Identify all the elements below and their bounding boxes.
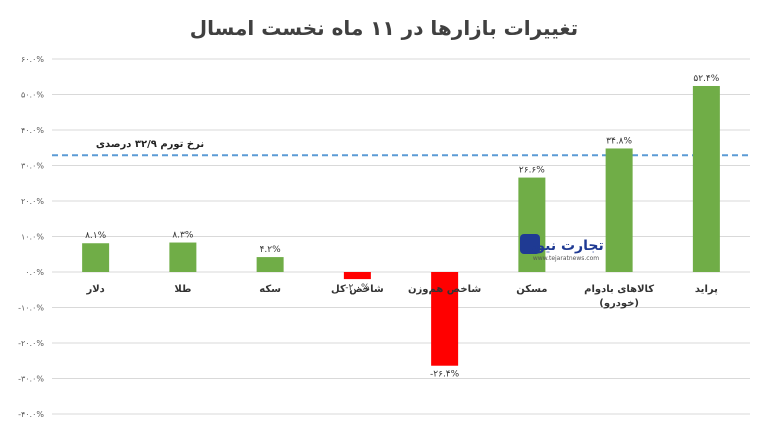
bar <box>256 257 284 272</box>
value-label: ۴.۲% <box>260 245 282 255</box>
value-labels: ۸.۱% ۸.۳% ۴.۲% -۲.۰% -۲۶.۴% ۲۶.۶% ۳۴.۸% ۵۲.۴% <box>85 74 720 380</box>
grid-lines <box>52 58 750 415</box>
value-label: -۲.۰% <box>345 283 370 293</box>
y-tick-label: -۳۰.۰% <box>18 375 44 384</box>
y-tick-label: ۲۰.۰% <box>21 197 44 206</box>
watermark-url: www.tejaratnews.com <box>533 255 599 262</box>
y-axis-ticks: ۶۰.۰% ۵۰.۰% ۴۰.۰% ۳۰.۰% ۲۰.۰% ۱۰.۰% ۰.۰% -۱۰.۰%… <box>18 55 44 419</box>
category-label: سکه <box>259 284 281 295</box>
inflation-reference: نرخ تورم ۳۲/۹ درصدی <box>52 139 750 157</box>
bar <box>605 148 633 272</box>
y-tick-label: ۵۰.۰% <box>21 91 44 100</box>
y-tick-label: ۴۰.۰% <box>21 126 44 135</box>
y-tick-label: -۱۰.۰% <box>18 304 44 313</box>
category-label: (خودرو) <box>599 298 639 309</box>
value-label: ۳۴.۸% <box>606 136 632 146</box>
category-label: شاخص هم‌وزن <box>408 284 481 295</box>
y-tick-label: -۲۰.۰% <box>18 339 44 348</box>
bars <box>82 85 720 366</box>
y-tick-label: ۶۰.۰% <box>21 55 44 64</box>
inflation-reference-label: نرخ تورم ۳۲/۹ درصدی <box>96 139 204 150</box>
category-label: طلا <box>174 284 191 295</box>
y-tick-label: ۳۰.۰% <box>21 162 44 171</box>
y-tick-label: ۰.۰% <box>25 268 44 277</box>
bar <box>431 272 459 366</box>
y-tick-label: -۴۰.۰% <box>18 410 44 419</box>
category-label: شاخص کل <box>331 284 384 295</box>
category-label: کالاهای بادوام <box>584 284 654 295</box>
value-label: ۲۶.۶% <box>519 166 545 176</box>
category-label: مسکن <box>516 284 547 295</box>
category-label: دلار <box>85 284 104 295</box>
value-label: ۸.۱% <box>85 231 107 241</box>
watermark-logo: تجارت نیوز www.tejaratnews.com <box>520 234 604 262</box>
category-labels: دلار طلا سکه شاخص کل شاخص هم‌وزن مسکن کالاهای … <box>85 284 718 309</box>
category-label: پراید <box>695 284 718 295</box>
y-tick-label: ۱۰.۰% <box>21 233 44 242</box>
bar <box>518 177 546 272</box>
chart-title: تغییرات بازارها در ۱۱ ماه نخست امسال <box>190 16 578 40</box>
bar <box>82 243 110 272</box>
value-label: -۲۶.۴% <box>430 370 460 380</box>
watermark-brand: تجارت نیوز <box>527 238 603 254</box>
bar <box>169 242 197 272</box>
bar <box>692 85 720 272</box>
bar <box>343 272 371 280</box>
value-label: ۵۲.۴% <box>693 74 719 84</box>
value-label: ۸.۳% <box>172 231 194 241</box>
